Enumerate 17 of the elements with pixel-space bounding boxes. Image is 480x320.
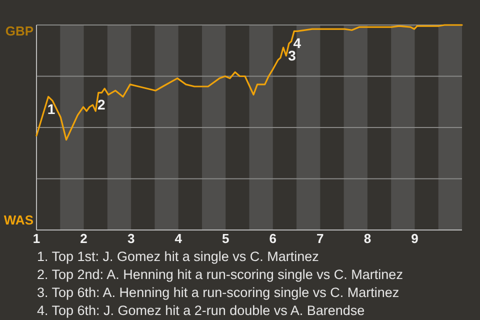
annotation: 2 — [98, 96, 106, 113]
x-tick-label: 6 — [269, 231, 277, 246]
text: 2. Top 2nd: A. Henning hit a run-scoring single vs C. Martinez — [37, 267, 404, 282]
x-tick-label: 5 — [222, 231, 230, 246]
x-tick-label: 2 — [80, 231, 88, 246]
text: 4. Top 6th: J. Gomez hit a 2-run double vs A. Barendse — [37, 303, 365, 318]
x-tick-label: 4 — [174, 231, 183, 246]
x-tick-label: 3 — [127, 231, 135, 246]
text: WAS — [4, 212, 34, 228]
text: 3. Top 6th: A. Henning hit a run-scoring single vs C. Martinez — [37, 285, 400, 300]
x-tick-label: 9 — [411, 231, 418, 246]
x-tick-label: 1 — [32, 231, 40, 246]
x-tick-label: 8 — [364, 231, 372, 246]
x-tick-label: 7 — [316, 231, 324, 246]
text: 1. Top 1st: J. Gomez hit a single vs C. Martinez — [37, 249, 320, 264]
text: GBP — [5, 24, 34, 39]
annotation: 1 — [47, 100, 56, 117]
